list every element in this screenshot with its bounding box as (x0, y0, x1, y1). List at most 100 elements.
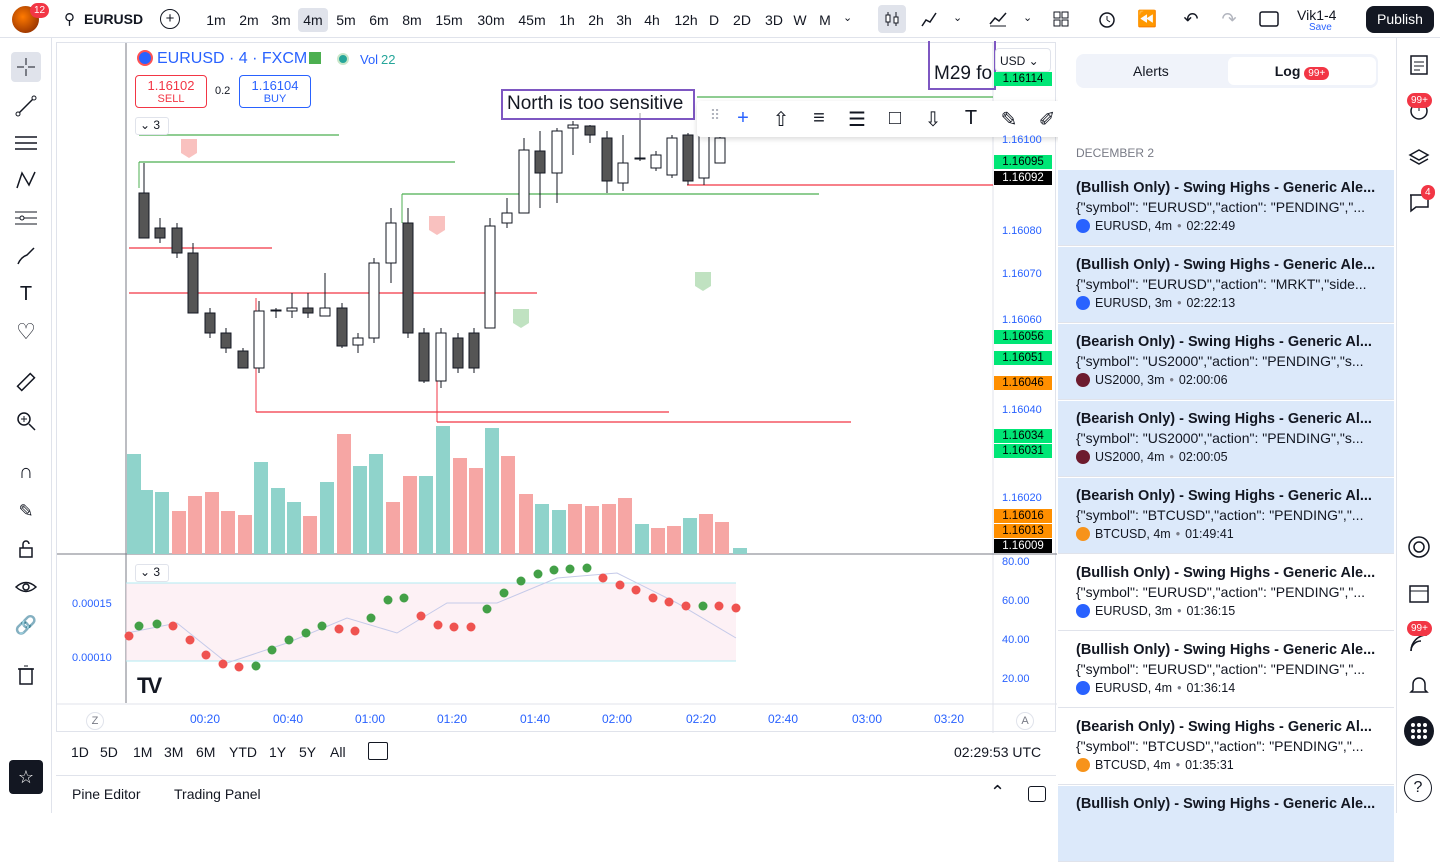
alert-item[interactable]: (Bearish Only) - Swing Highs - Generic A… (1058, 401, 1394, 477)
range-6M[interactable]: 6M (196, 744, 216, 760)
search-icon[interactable]: ⚲ (64, 11, 75, 28)
publish-button[interactable]: Publish (1366, 6, 1434, 33)
timeframe-4m[interactable]: 4m (298, 8, 328, 32)
buy-button[interactable]: 1.16104 BUY (239, 75, 311, 108)
alert-item[interactable]: (Bullish Only) - Swing Highs - Generic A… (1058, 786, 1394, 862)
alert-item[interactable]: (Bullish Only) - Swing Highs - Generic A… (1058, 247, 1394, 323)
layers-icon[interactable] (1406, 145, 1432, 171)
timeframe-15m[interactable]: 15m (435, 12, 463, 28)
range-5D[interactable]: 5D (100, 744, 118, 760)
add-symbol-icon[interactable]: + (160, 9, 180, 29)
symbol-search[interactable]: EURUSD (84, 11, 144, 27)
timeframe-30m[interactable]: 30m (477, 12, 505, 28)
timeframe-2h[interactable]: 2h (588, 12, 604, 28)
a-label[interactable]: A (1016, 712, 1034, 730)
range-5Y[interactable]: 5Y (299, 744, 317, 760)
timeframe-3h[interactable]: 3h (616, 12, 632, 28)
star-icon[interactable]: ☆ (9, 760, 43, 794)
apps-icon[interactable] (1404, 716, 1434, 746)
alert-item[interactable]: (Bullish Only) - Swing Highs - Generic A… (1058, 170, 1394, 246)
range-All[interactable]: All (330, 744, 346, 760)
partial-annotation[interactable]: M29 fo (928, 41, 996, 90)
timeframe-2D[interactable]: 2D (733, 12, 751, 28)
alert-item[interactable]: (Bearish Only) - Swing Highs - Generic A… (1058, 324, 1394, 400)
chevron-down-icon[interactable]: ⌄ (843, 12, 853, 24)
drag-handle-icon[interactable]: ⠿ (709, 107, 721, 123)
arrow-up-icon[interactable]: ⇧ (772, 109, 790, 131)
calendar-icon[interactable] (1406, 580, 1432, 606)
trash-icon[interactable] (13, 662, 39, 688)
eye-icon[interactable] (13, 574, 39, 600)
range-1D[interactable]: 1D (71, 744, 89, 760)
alert-clock-icon[interactable] (1096, 8, 1118, 30)
redo-icon[interactable]: ↷ (1221, 8, 1237, 29)
chart-type-icon[interactable] (918, 8, 940, 30)
timeframe-1m[interactable]: 1m (206, 12, 226, 28)
alert-item[interactable]: (Bearish Only) - Swing Highs - Generic A… (1058, 709, 1394, 785)
timeframe-D[interactable]: D (708, 12, 720, 28)
layout-name[interactable]: Vik1-4 (1297, 7, 1337, 23)
crosshair-icon[interactable]: + (737, 107, 749, 129)
ruler-icon[interactable] (13, 369, 39, 395)
fib-icon[interactable] (13, 205, 39, 231)
date-range-icon[interactable] (368, 742, 388, 760)
lock-pencil-icon[interactable]: ✎ (18, 500, 34, 521)
parallel-channel-icon[interactable]: ☰ (848, 109, 866, 131)
timeframe-3D[interactable]: 3D (765, 12, 783, 28)
alert-item[interactable]: (Bearish Only) - Swing Highs - Generic A… (1058, 478, 1394, 554)
layout-grid-icon[interactable] (1050, 8, 1072, 30)
clock[interactable]: 02:29:53 UTC (954, 744, 1042, 760)
unlock-icon[interactable] (13, 536, 39, 562)
tab-pine-editor[interactable]: Pine Editor (72, 786, 141, 802)
candles-icon[interactable] (878, 5, 906, 33)
brush-icon[interactable]: ✎ (1000, 109, 1018, 131)
heart-icon[interactable]: ♡ (16, 319, 36, 344)
pen-icon[interactable]: ✐ (1038, 109, 1056, 131)
crosshair-icon[interactable] (11, 52, 41, 82)
range-1M[interactable]: 1M (133, 744, 153, 760)
timeframe-3m[interactable]: 3m (271, 12, 291, 28)
alert-item[interactable]: (Bullish Only) - Swing Highs - Generic A… (1058, 632, 1394, 708)
undo-icon[interactable]: ↶ (1183, 8, 1199, 29)
timeframe-W[interactable]: W (793, 12, 807, 28)
timeframe-1h[interactable]: 1h (559, 12, 575, 28)
magnet-icon[interactable]: ∩ (18, 460, 34, 483)
maximize-icon[interactable] (1028, 786, 1046, 802)
timeframe-6m[interactable]: 6m (369, 12, 389, 28)
range-3M[interactable]: 3M (164, 744, 184, 760)
timeframe-8m[interactable]: 8m (402, 12, 422, 28)
arrow-down-icon[interactable]: ⇩ (924, 109, 942, 131)
timeframe-4h[interactable]: 4h (644, 12, 660, 28)
tradingview-logo[interactable]: TV (137, 673, 162, 698)
chevron-down-icon[interactable]: ⌄ (953, 12, 963, 24)
timeframe-M[interactable]: M (819, 12, 831, 28)
target-icon[interactable] (1406, 534, 1432, 560)
horizontal-lines-icon[interactable] (13, 130, 39, 156)
alert-item[interactable]: (Bullish Only) - Swing Highs - Generic A… (1058, 555, 1394, 631)
trendline-icon[interactable] (13, 93, 39, 119)
channel-icon[interactable]: ≡ (813, 107, 825, 129)
timeframe-5m[interactable]: 5m (336, 12, 356, 28)
chart-area[interactable]: EURUSD · 4 · FXCM Vol 22 1.16102 SELL 0.… (56, 41, 1399, 733)
z-label[interactable]: Z (86, 712, 104, 730)
rectangle-icon[interactable]: □ (888, 107, 902, 129)
timeframe-2m[interactable]: 2m (239, 12, 259, 28)
link-icon[interactable]: 🔗 (14, 614, 38, 635)
tab-alerts[interactable]: Alerts (1133, 63, 1169, 79)
text-icon[interactable]: T (19, 282, 33, 305)
sell-button[interactable]: 1.16102 SELL (135, 75, 207, 108)
save-label[interactable]: Save (1309, 22, 1332, 33)
tab-trading-panel[interactable]: Trading Panel (174, 786, 261, 802)
replay-icon[interactable]: ⏪ (1137, 11, 1157, 28)
chevron-up-icon[interactable]: ⌃ (990, 782, 1006, 802)
bell-icon[interactable] (1406, 672, 1432, 698)
zoom-icon[interactable] (13, 408, 39, 434)
chart-canvas[interactable] (57, 43, 1057, 733)
brush-icon[interactable] (13, 243, 39, 269)
currency-select[interactable]: USD ⌄ (995, 48, 1051, 72)
osc-collapse[interactable]: ⌄ 3 (135, 564, 169, 582)
range-1Y[interactable]: 1Y (269, 744, 287, 760)
watchlist-icon[interactable] (1406, 52, 1432, 78)
help-icon[interactable]: ? (1404, 774, 1432, 802)
chart-title[interactable]: EURUSD · 4 · FXCM (157, 50, 308, 67)
